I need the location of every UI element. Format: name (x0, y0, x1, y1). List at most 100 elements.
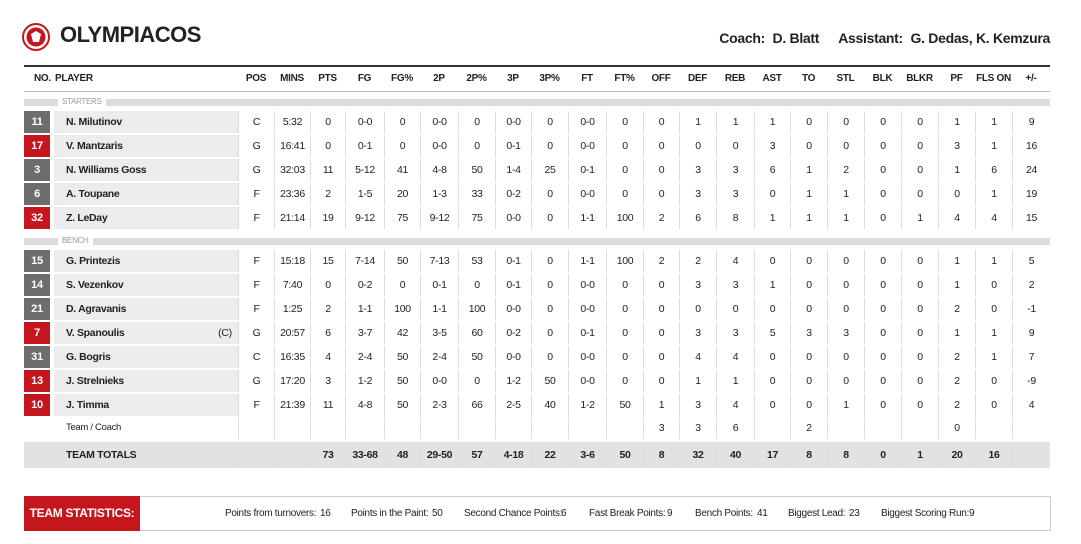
stat-cell: 66 (458, 394, 495, 416)
stat-cell: 11 (310, 159, 345, 181)
stat-cell: 0-0 (420, 111, 458, 133)
stat-cell: 15:18 (274, 250, 310, 272)
stat-cell: 0-1 (568, 159, 606, 181)
stat-cell: 5 (1012, 250, 1050, 272)
stat-cell: 1 (754, 207, 790, 229)
stat-cell: 9-12 (345, 207, 384, 229)
stat-cell: 0 (827, 274, 864, 296)
stat-cell: 0-1 (495, 250, 531, 272)
stat-cell: 42 (384, 322, 420, 344)
stat-cell: 0 (754, 346, 790, 368)
stat-cell: 0 (679, 135, 716, 157)
stat-cell: 1-1 (568, 207, 606, 229)
stat-cell: 0 (864, 370, 901, 392)
stat-cell: 32 (679, 442, 716, 468)
stat-cell: 0 (827, 135, 864, 157)
stat-cell: 0-0 (420, 370, 458, 392)
stat-cell (864, 417, 901, 439)
stat-cell: 0 (864, 394, 901, 416)
stat-cell: 0 (864, 111, 901, 133)
stat-cell: 0 (864, 135, 901, 157)
stat-cell: F (238, 274, 274, 296)
stat-cell: 0 (531, 298, 568, 320)
stat-cell: 57 (458, 442, 495, 468)
stat-cell: 7:40 (274, 274, 310, 296)
stat-cell: 2 (938, 370, 975, 392)
stat-label: Second Chance Points: (464, 508, 563, 519)
stat-cell: 0-0 (495, 207, 531, 229)
stat-cell (495, 417, 531, 439)
stat-cell (531, 417, 568, 439)
stat-cell: 0 (643, 159, 679, 181)
stat-cell (345, 417, 384, 439)
stat-cell: 2-4 (345, 346, 384, 368)
stat-cell: 50 (606, 394, 643, 416)
section-bar (24, 99, 1050, 106)
stat-cell: 0 (938, 183, 975, 205)
stat-cell: 0-0 (568, 346, 606, 368)
stat-cell: 5 (754, 322, 790, 344)
stat-cell: 1 (901, 442, 938, 468)
totals-bg (24, 442, 1050, 468)
stat-cell: 2 (827, 159, 864, 181)
stat-cell: 24 (1012, 159, 1050, 181)
stat-cell: 0 (901, 274, 938, 296)
stat-cell: 1-1 (568, 250, 606, 272)
stat-cell (1012, 417, 1050, 439)
stat-cell: 33 (458, 183, 495, 205)
stat-cell: 0 (901, 159, 938, 181)
stat-cell: 5:32 (274, 111, 310, 133)
stat-cell: 0 (754, 298, 790, 320)
stat-cell: 0 (606, 159, 643, 181)
stat-cell: 0 (531, 346, 568, 368)
stat-cell: 0 (643, 111, 679, 133)
stat-cell: 0 (531, 207, 568, 229)
stat-cell: 0 (790, 394, 827, 416)
stat-cell: 50 (384, 394, 420, 416)
section-label: STARTERS (58, 96, 106, 108)
stat-cell: 0 (938, 417, 975, 439)
stat-cell: F (238, 298, 274, 320)
stat-cell: 29-50 (420, 442, 458, 468)
stat-value: 9 (969, 508, 975, 519)
stat-cell: 3 (679, 394, 716, 416)
stat-label: Biggest Scoring Run: (881, 508, 969, 519)
player-name: G. Printezis (54, 250, 238, 272)
column-header: STL (836, 73, 855, 84)
stat-cell: 4 (1012, 394, 1050, 416)
stat-cell: 4-18 (495, 442, 531, 468)
stat-cell: 53 (458, 250, 495, 272)
stat-cell: 1 (827, 183, 864, 205)
stat-cell: 3 (679, 274, 716, 296)
stat-cell: 0 (864, 274, 901, 296)
stat-cell: 6 (975, 159, 1012, 181)
stat-value: 16 (320, 508, 331, 519)
column-header: 2P (433, 73, 445, 84)
stat-cell: 0-1 (420, 274, 458, 296)
stat-cell: 0 (643, 346, 679, 368)
stat-cell: 0 (754, 370, 790, 392)
stat-cell: 9-12 (420, 207, 458, 229)
stat-cell: 75 (458, 207, 495, 229)
stat-cell: 22 (531, 442, 568, 468)
stat-cell: 2 (643, 207, 679, 229)
stat-cell: 3 (679, 159, 716, 181)
stat-cell: 50 (458, 159, 495, 181)
stat-cell: 0 (606, 298, 643, 320)
column-header: FLS ON (976, 73, 1011, 84)
stat-cell: C (238, 346, 274, 368)
stat-cell: 0-0 (568, 274, 606, 296)
jersey-number: 13 (24, 370, 50, 392)
column-header: FT (581, 73, 593, 84)
stat-cell: 50 (384, 346, 420, 368)
stat-cell: 4 (716, 394, 754, 416)
stat-cell: 1-2 (345, 370, 384, 392)
stat-cell: 0-0 (495, 346, 531, 368)
stat-cell: 0 (606, 322, 643, 344)
jersey-number: 11 (24, 111, 50, 133)
stat-cell: 0 (384, 274, 420, 296)
stat-cell: 19 (1012, 183, 1050, 205)
stat-cell: 1 (901, 207, 938, 229)
stat-cell: 4-8 (345, 394, 384, 416)
stat-cell (310, 417, 345, 439)
